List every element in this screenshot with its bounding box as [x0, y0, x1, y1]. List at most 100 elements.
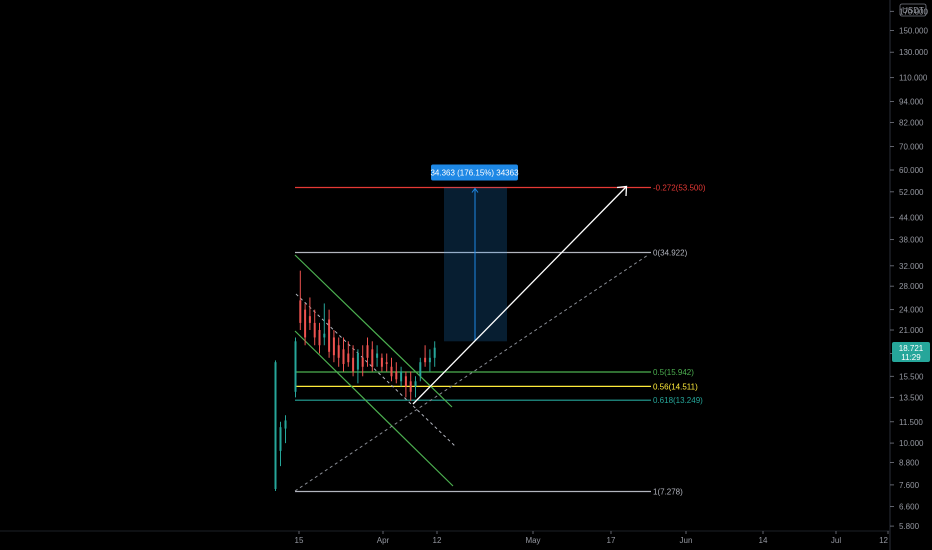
current-price-badge-bg — [892, 342, 930, 362]
candle-body — [380, 357, 383, 367]
candle[interactable] — [337, 337, 340, 367]
candle-body — [361, 357, 364, 367]
candle-body — [409, 381, 412, 392]
candle[interactable] — [318, 322, 321, 354]
current-price-countdown: 11:29 — [901, 353, 921, 362]
candle[interactable] — [428, 349, 431, 372]
candle-body — [400, 371, 403, 382]
candle[interactable] — [385, 353, 388, 372]
fib-level-label: 0(34.922) — [653, 249, 688, 258]
price-tick-label: 28.000 — [899, 282, 924, 291]
price-tick-label: 38.000 — [899, 236, 924, 245]
price-tick-label: 15.500 — [899, 372, 924, 381]
candle[interactable] — [332, 330, 335, 363]
candle[interactable] — [433, 341, 436, 367]
candle-body — [313, 322, 316, 338]
currency-label[interactable]: USDT — [899, 3, 927, 17]
candle[interactable] — [371, 341, 374, 372]
candle[interactable] — [304, 303, 307, 346]
price-tick-label: 7.600 — [899, 481, 920, 490]
candle[interactable] — [400, 366, 403, 387]
candle-body — [274, 362, 277, 489]
candle[interactable] — [352, 345, 355, 377]
candle[interactable] — [279, 421, 282, 467]
candle[interactable] — [419, 357, 422, 382]
candle-body — [294, 341, 297, 392]
candle[interactable] — [274, 360, 277, 492]
candle-body — [356, 353, 359, 370]
candle-body — [284, 420, 287, 429]
candle[interactable] — [284, 415, 287, 444]
price-tick-label: 8.800 — [899, 459, 920, 468]
candle[interactable] — [395, 362, 398, 384]
candle-body — [414, 381, 417, 387]
candle-body — [332, 337, 335, 356]
candle[interactable] — [424, 345, 427, 367]
candle[interactable] — [390, 357, 393, 382]
projection-arrow-line[interactable] — [412, 186, 627, 405]
time-tick-label: 17 — [607, 536, 616, 545]
candle-body — [323, 333, 326, 338]
candle[interactable] — [323, 303, 326, 346]
price-range-measure[interactable]: 34.363 (176.15%) 34363 — [430, 164, 519, 342]
candle[interactable] — [409, 371, 412, 401]
candle-body — [299, 300, 302, 323]
candle[interactable] — [313, 309, 316, 346]
candle-body — [376, 353, 379, 358]
candle-body — [433, 347, 436, 358]
price-tick-label: 13.500 — [899, 393, 924, 402]
time-tick-label: Jul — [831, 536, 841, 545]
candle-body — [366, 345, 369, 358]
candle[interactable] — [356, 349, 359, 384]
price-tick-label: 170.000 — [899, 7, 928, 16]
time-tick-label: 12 — [433, 536, 442, 545]
fib-level-label: -0.272(53.500) — [653, 184, 706, 193]
currency-label-text: USDT — [902, 6, 924, 15]
candle[interactable] — [294, 337, 297, 398]
candle[interactable] — [328, 309, 331, 358]
candle-body — [304, 309, 307, 338]
candle[interactable] — [361, 345, 364, 377]
candle[interactable] — [366, 337, 369, 367]
time-axis[interactable]: 15 Apr 12 May 17 Jun 14 Jul 12 — [295, 531, 889, 545]
candle-body — [419, 362, 422, 377]
time-tick-label: 14 — [759, 536, 768, 545]
time-tick-label: May — [525, 536, 540, 545]
projection-arrow[interactable] — [412, 185, 628, 405]
candle[interactable] — [404, 371, 407, 398]
candle-body — [424, 357, 427, 363]
current-price-value: 18.721 — [899, 344, 924, 353]
price-tick-label: 52.000 — [899, 188, 924, 197]
candle-body — [328, 319, 331, 352]
price-axis[interactable]: 170.000 150.000 130.000 110.000 94.000 82.000… — [890, 7, 928, 531]
trend-channel[interactable] — [294, 254, 649, 492]
candle[interactable] — [414, 376, 417, 398]
candle[interactable] — [342, 337, 345, 372]
projection-arrow-head — [616, 185, 628, 197]
candle[interactable] — [347, 341, 350, 367]
candle-body — [347, 353, 350, 363]
candle[interactable] — [299, 270, 302, 331]
candle[interactable] — [308, 297, 311, 331]
price-tick-label: 10.000 — [899, 439, 924, 448]
channel-upper-line[interactable] — [294, 254, 453, 408]
price-tick-label: 60.000 — [899, 166, 924, 175]
price-tick-label: 94.000 — [899, 98, 924, 107]
diagonal-trend-line[interactable] — [294, 254, 649, 492]
time-tick-label: 15 — [295, 536, 304, 545]
candle[interactable] — [380, 353, 383, 372]
price-tick-label: 5.800 — [899, 522, 920, 531]
candles[interactable] — [274, 270, 436, 492]
time-tick-label: Jun — [680, 536, 693, 545]
measure-label: 34.363 (176.15%) 34363 — [430, 169, 519, 178]
candle[interactable] — [376, 345, 379, 367]
price-tick-label: 150.000 — [899, 26, 928, 35]
time-tick-label: 12 — [879, 536, 888, 545]
channel-lower-line[interactable] — [294, 330, 454, 487]
fibonacci-levels[interactable]: -0.272(53.500) 0(34.922) 0.5(15.942) 0.56(1… — [295, 184, 706, 497]
channel-midline[interactable] — [295, 293, 456, 447]
price-tick-label: 70.000 — [899, 143, 924, 152]
candle-body — [337, 345, 340, 358]
